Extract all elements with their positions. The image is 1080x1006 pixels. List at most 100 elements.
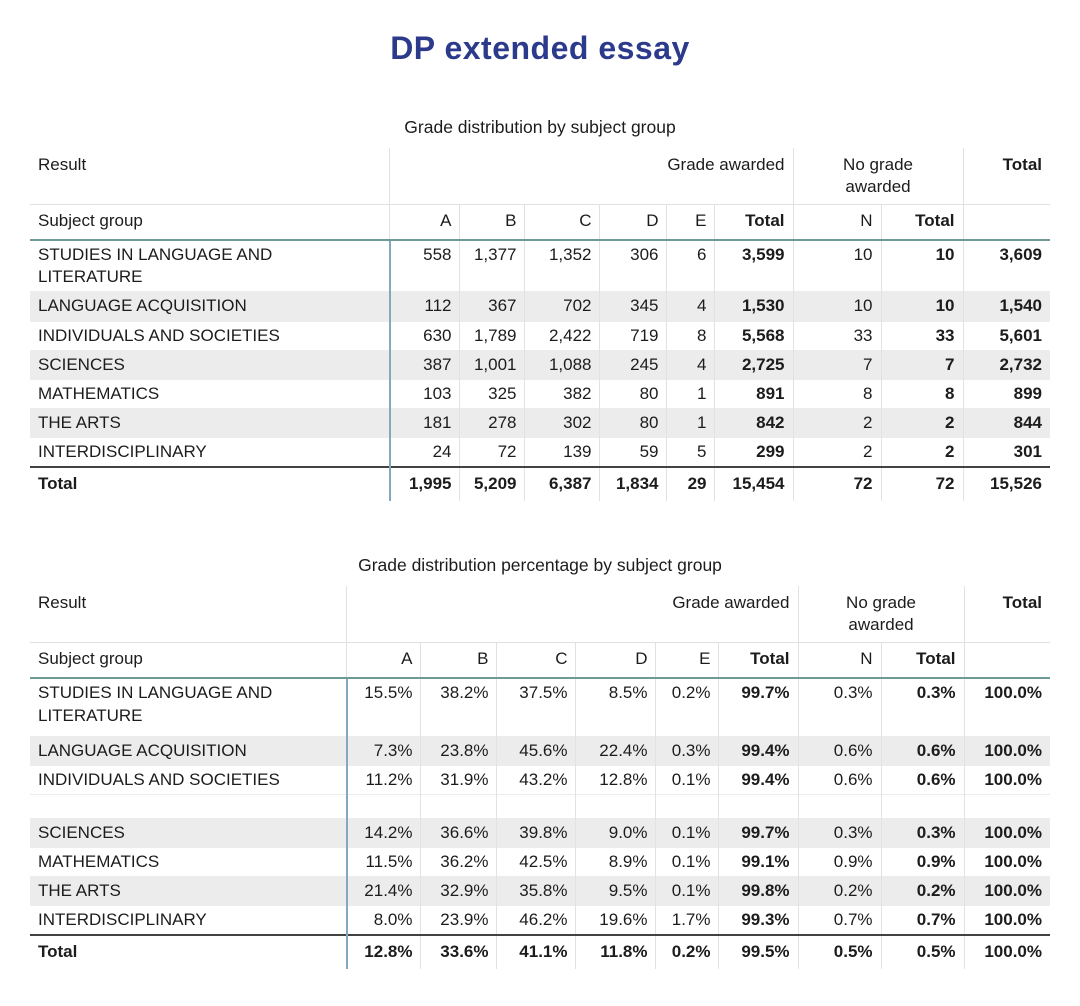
table-title-percentages: Grade distribution percentage by subject… — [358, 555, 722, 576]
value-cell: 306 — [599, 239, 667, 292]
value-cell: 1,789 — [459, 320, 525, 351]
value-cell: 23.8% — [420, 735, 497, 766]
value-cell — [880, 793, 965, 819]
value-cell: 1,995 — [388, 466, 460, 502]
value-cell: 36.6% — [420, 817, 497, 848]
value-cell: 99.4% — [718, 735, 799, 766]
column-header-a: A — [346, 642, 421, 680]
value-cell: 558 — [388, 239, 460, 292]
value-cell — [718, 793, 799, 819]
value-cell: 278 — [459, 407, 525, 438]
subject-cell: LANGUAGE ACQUISITION — [29, 291, 390, 322]
value-cell: 33 — [792, 320, 882, 351]
value-cell: 80 — [599, 378, 667, 409]
value-cell: 100.0% — [963, 905, 1051, 936]
subject-cell: LANGUAGE ACQUISITION — [29, 735, 347, 766]
value-cell: 100.0% — [963, 735, 1051, 766]
value-cell: 302 — [524, 407, 600, 438]
value-cell: 99.5% — [718, 934, 799, 970]
value-cell: 0.3% — [797, 677, 882, 737]
value-cell: 0.5% — [880, 934, 965, 970]
value-cell: 12.8% — [345, 934, 421, 970]
value-cell: 80 — [599, 407, 667, 438]
value-cell: 33.6% — [420, 934, 497, 970]
value-cell: 99.7% — [718, 817, 799, 848]
subject-cell: Total — [29, 466, 390, 502]
value-cell: 8.9% — [575, 846, 656, 877]
value-cell: 100.0% — [963, 934, 1051, 970]
value-cell: 99.4% — [718, 764, 799, 795]
subject-group-label: Subject group — [29, 642, 347, 680]
value-cell: 2,732 — [962, 349, 1051, 380]
column-header-c: C — [496, 642, 576, 680]
value-cell: 181 — [388, 407, 460, 438]
value-cell — [496, 793, 576, 819]
value-cell: 0.1% — [655, 846, 719, 877]
value-cell: 0.6% — [880, 735, 965, 766]
value-cell: 844 — [962, 407, 1051, 438]
value-cell: 0.2% — [797, 875, 882, 906]
value-cell: 43.2% — [496, 764, 576, 795]
value-cell: 3,609 — [962, 239, 1051, 292]
value-cell: 72 — [459, 436, 525, 468]
value-cell: 2 — [880, 436, 964, 468]
subject-cell: STUDIES IN LANGUAGE AND LITERATURE — [29, 239, 390, 292]
value-cell: 0.6% — [797, 764, 882, 795]
value-cell: 8 — [792, 378, 882, 409]
value-cell: 139 — [524, 436, 600, 468]
value-cell: 1 — [666, 407, 715, 438]
page-title: DP extended essay — [390, 30, 690, 66]
column-header-nograde-total: Total — [880, 642, 965, 680]
value-cell: 10 — [880, 239, 964, 292]
value-cell: 0.9% — [797, 846, 882, 877]
table-row: SCIENCES 14.2% 36.6% 39.8% 9.0% 0.1% 99.7% 0.3%… — [29, 817, 1051, 848]
value-cell: 100.0% — [963, 846, 1051, 877]
value-cell: 7.3% — [345, 735, 421, 766]
value-cell: 387 — [388, 349, 460, 380]
value-cell: 0.6% — [797, 735, 882, 766]
value-cell: 19.6% — [575, 905, 656, 936]
value-cell: 1,834 — [599, 466, 667, 502]
value-cell: 10 — [792, 291, 882, 322]
value-cell: 4 — [666, 349, 715, 380]
table-row: SCIENCES 387 1,001 1,088 245 4 2,725 7 7 2,732 — [29, 349, 1051, 380]
value-cell: 29 — [666, 466, 715, 502]
value-cell — [575, 793, 656, 819]
value-cell: 31.9% — [420, 764, 497, 795]
subject-cell: INTERDISCIPLINARY — [29, 905, 347, 936]
value-cell: 3,599 — [714, 239, 794, 292]
subject-cell: STUDIES IN LANGUAGE AND LITERATURE — [29, 677, 347, 737]
value-cell: 842 — [714, 407, 794, 438]
value-cell: 100.0% — [963, 875, 1051, 906]
value-cell: 0.2% — [655, 934, 719, 970]
table-row: MATHEMATICS 11.5% 36.2% 42.5% 8.9% 0.1% 99.1% 0… — [29, 846, 1051, 877]
value-cell: 630 — [388, 320, 460, 351]
result-label: Result — [29, 148, 390, 206]
value-cell: 0.1% — [655, 764, 719, 795]
value-cell: 14.2% — [345, 817, 421, 848]
overall-total-label: Total — [962, 148, 1051, 206]
table-row: MATHEMATICS 103 325 382 80 1 891 8 8 899 — [29, 378, 1051, 409]
value-cell: 0.9% — [880, 846, 965, 877]
value-cell: 38.2% — [420, 677, 497, 737]
grade-awarded-group-label: Grade awarded — [389, 148, 794, 206]
column-header-e: E — [655, 642, 719, 680]
subject-group-label: Subject group — [29, 204, 390, 242]
column-header-a: A — [389, 204, 460, 242]
value-cell: 10 — [880, 291, 964, 322]
table-body: STUDIES IN LANGUAGE AND LITERATURE 558 1,3… — [29, 239, 1051, 502]
table-row: INTERDISCIPLINARY 8.0% 23.9% 46.2% 19.6% 1.7%… — [29, 905, 1051, 936]
no-grade-awarded-group-label: No grade awarded — [792, 148, 964, 206]
value-cell: 0.3% — [655, 735, 719, 766]
value-cell: 0.1% — [655, 875, 719, 906]
value-cell: 245 — [599, 349, 667, 380]
value-cell: 1,540 — [962, 291, 1051, 322]
value-cell: 0.2% — [655, 677, 719, 737]
table-row: STUDIES IN LANGUAGE AND LITERATURE 558 1,3… — [29, 239, 1051, 292]
header-group-row: Result Grade awarded No grade awarded To… — [29, 586, 1051, 644]
value-cell: 899 — [962, 378, 1051, 409]
value-cell: 2 — [880, 407, 964, 438]
value-cell: 7 — [792, 349, 882, 380]
value-cell: 35.8% — [496, 875, 576, 906]
value-cell: 1,001 — [459, 349, 525, 380]
